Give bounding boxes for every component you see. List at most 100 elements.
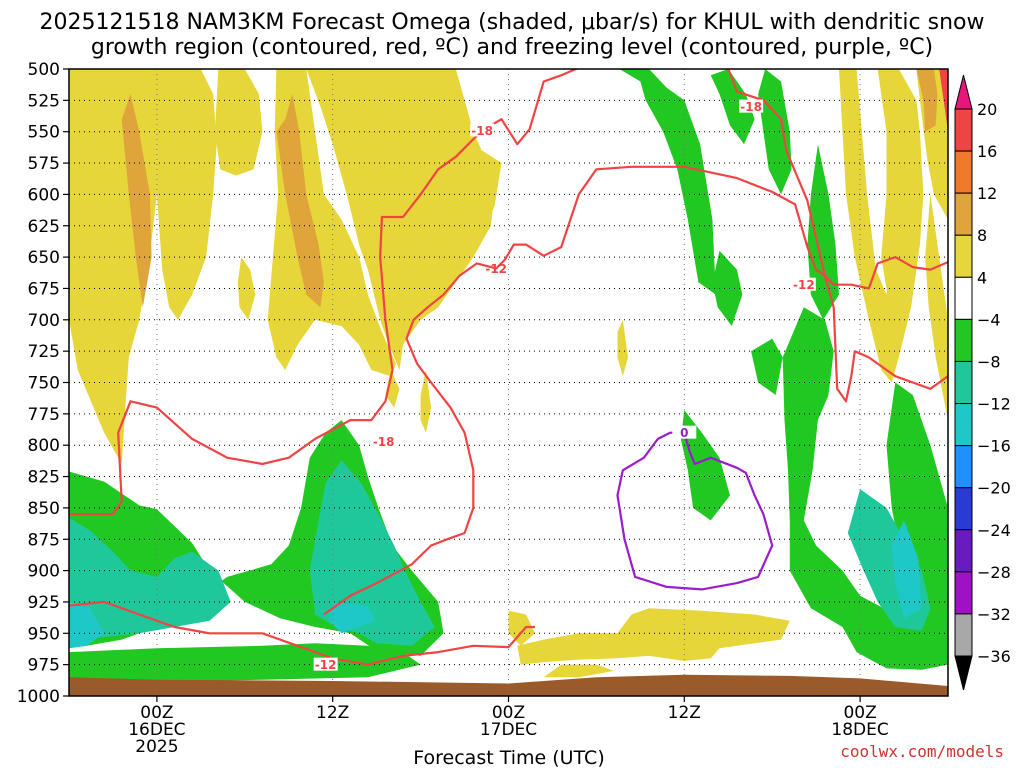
sinking-motion-red-region bbox=[939, 69, 948, 132]
sinking-motion-yellow-region bbox=[306, 69, 495, 370]
rising-motion-green-region bbox=[939, 595, 948, 621]
colorbar-bin bbox=[954, 529, 973, 573]
contour-label: -18 bbox=[740, 100, 762, 114]
colorbar: 20 16 12 8 4 −4 −8 −12 −16 −20 −24 −28 −32 −36 bbox=[954, 74, 1011, 691]
colorbar-label: 8 bbox=[977, 226, 987, 245]
contour-label-bg bbox=[791, 277, 816, 291]
sinking-motion-yellow-region bbox=[839, 69, 924, 383]
colorbar-bin bbox=[954, 487, 973, 531]
colorbar-label: −32 bbox=[977, 605, 1011, 624]
rising-motion-green-region bbox=[751, 338, 783, 395]
contour-label: -18 bbox=[471, 124, 493, 138]
colorbar-label: −12 bbox=[977, 395, 1011, 414]
colorbar-bin bbox=[954, 150, 973, 194]
omega-shading-layer bbox=[69, 69, 948, 696]
chart-title-line-1: 2025121518 NAM3KM Forecast Omega (shaded… bbox=[39, 10, 984, 35]
colorbar-bin bbox=[954, 613, 973, 657]
sinking-motion-yellow-region bbox=[508, 610, 535, 646]
chart-title-line-2: growth region (contoured, red, ºC) and f… bbox=[91, 35, 933, 60]
colorbar-bin bbox=[954, 108, 973, 152]
x-tick-label: 16DEC bbox=[128, 720, 185, 740]
x-axis-title: Forecast Time (UTC) bbox=[413, 747, 604, 768]
sinking-motion-yellow-region bbox=[617, 319, 628, 377]
colorbar-bin bbox=[954, 276, 973, 320]
y-tick-label: 800 bbox=[28, 436, 60, 456]
rising-motion-cyan-region bbox=[329, 601, 375, 634]
colorbar-label: 4 bbox=[977, 268, 987, 287]
rising-motion-green-region bbox=[782, 307, 948, 670]
freezing-level-0-contour bbox=[616, 431, 774, 591]
contour-label: -18 bbox=[373, 435, 395, 449]
colorbar-label: −8 bbox=[977, 352, 1001, 371]
colorbar-label: −20 bbox=[977, 479, 1011, 498]
contour-label-bg bbox=[313, 657, 338, 671]
y-tick-label: 525 bbox=[28, 91, 60, 111]
x-tick-label: 12Z bbox=[316, 703, 349, 723]
sinking-motion-yellow-region bbox=[130, 69, 217, 320]
y-tick-label: 675 bbox=[28, 279, 60, 299]
terrain-ground-region bbox=[69, 674, 948, 696]
sinking-motion-orange-region bbox=[121, 94, 152, 308]
x-tick-label: 00Z bbox=[492, 703, 525, 723]
x-tick-label: 17DEC bbox=[480, 720, 537, 740]
sinking-motion-yellow-region bbox=[385, 370, 400, 408]
sinking-motion-yellow-region bbox=[420, 370, 432, 433]
colorbar-label: −24 bbox=[977, 521, 1011, 540]
y-tick-label: 700 bbox=[28, 311, 60, 331]
y-tick-label: 875 bbox=[28, 530, 60, 550]
y-tick-label: 500 bbox=[28, 60, 60, 80]
sinking-motion-yellow-region bbox=[237, 257, 256, 320]
credit-link[interactable]: coolwx.com/models bbox=[840, 742, 1004, 761]
terrain-ground-group bbox=[69, 674, 948, 696]
y-tick-label: 650 bbox=[28, 248, 60, 268]
sinking-motion-orange-region bbox=[276, 94, 324, 308]
contour-label: -12 bbox=[793, 278, 815, 292]
contour-label-bg bbox=[371, 434, 396, 448]
colorbar-bottom-arrow bbox=[954, 655, 973, 691]
rising-motion-cyan-region bbox=[891, 520, 922, 619]
rising-motion-cyan-region bbox=[69, 601, 105, 649]
colorbar-label: 12 bbox=[977, 184, 997, 203]
y-tick-label: 950 bbox=[28, 624, 60, 644]
y-tick-label: 1000 bbox=[17, 687, 60, 707]
colorbar-label: −4 bbox=[977, 310, 1001, 329]
contour-label-bg bbox=[672, 425, 697, 439]
colorbar-bin bbox=[954, 234, 973, 278]
sinking-motion-yellow-region bbox=[517, 608, 790, 665]
colorbar-bin bbox=[954, 445, 973, 489]
sinking-motion-yellow-region bbox=[925, 194, 948, 421]
rising-motion-teal-region bbox=[69, 517, 231, 640]
x-tick-label: 12Z bbox=[668, 703, 701, 723]
rising-motion-green-region bbox=[712, 250, 743, 327]
rising-motion-cyan-group bbox=[69, 520, 922, 649]
colorbar-bin bbox=[954, 360, 973, 405]
dgz-minus18-contour bbox=[69, 69, 948, 516]
y-tick-label: 850 bbox=[28, 499, 60, 519]
y-tick-label: 550 bbox=[28, 123, 60, 143]
sinking-motion-red-group bbox=[939, 69, 948, 132]
sinking-motion-orange-region bbox=[916, 69, 938, 132]
x-tick-label: 00Z bbox=[843, 703, 876, 723]
y-tick-label: 925 bbox=[28, 593, 60, 613]
colorbar-bin bbox=[954, 571, 973, 615]
sinking-motion-yellow-region bbox=[214, 69, 263, 176]
y-tick-label: 975 bbox=[28, 656, 60, 676]
colorbar-bin bbox=[954, 192, 973, 236]
colorbar-label: −28 bbox=[977, 563, 1011, 582]
colorbar-label: −36 bbox=[977, 647, 1011, 666]
y-axis: 500 525 550 575 600 625 650 675 700 725 750 775 800 8… bbox=[17, 60, 69, 707]
sinking-motion-yellow-region bbox=[543, 664, 614, 678]
y-tick-label: 625 bbox=[28, 217, 60, 237]
sinking-motion-yellow-region bbox=[482, 150, 502, 220]
colorbar-label: 16 bbox=[977, 142, 997, 161]
colorbar-bin bbox=[954, 403, 973, 447]
rising-motion-green-region bbox=[886, 382, 948, 665]
y-tick-label: 575 bbox=[28, 154, 60, 174]
colorbar-label: −16 bbox=[977, 437, 1011, 456]
x-tick-label: 2025 bbox=[135, 737, 178, 757]
y-tick-label: 600 bbox=[28, 185, 60, 205]
y-tick-label: 825 bbox=[28, 468, 60, 488]
